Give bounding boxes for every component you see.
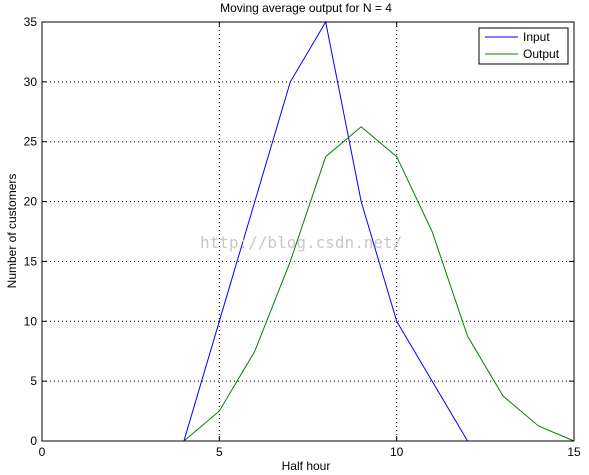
x-tick-label: 15 [567,445,581,459]
series-line-output [77,126,575,442]
watermark-text: http://blog.csdn.net/ [200,233,402,252]
y-axis-label: Number of customers [5,174,19,289]
y-tick-label: 5 [30,374,37,388]
x-axis-label: Half hour [282,459,331,473]
axis-ticks: 0 5 10 15 0 5 10 15 20 25 30 35 [24,15,581,459]
grid-lines [42,22,574,441]
legend: Input Output [478,27,569,65]
x-tick-label: 10 [390,445,404,459]
legend-label-input: Input [523,30,550,44]
y-tick-label: 0 [30,434,37,448]
y-tick-label: 10 [24,314,38,328]
y-tick-label: 15 [24,254,38,268]
y-tick-label: 30 [24,75,38,89]
series-lines [77,20,575,442]
x-tick-label: 0 [39,445,46,459]
series-line-input [77,20,574,442]
legend-box [478,27,569,65]
y-tick-label: 35 [24,15,38,29]
chart-title: Moving average output for N = 4 [220,1,392,15]
y-tick-label: 20 [24,195,38,209]
y-tick-label: 25 [24,135,38,149]
legend-label-output: Output [523,47,560,61]
plot-area-frame [41,21,575,442]
x-tick-label: 5 [216,445,223,459]
